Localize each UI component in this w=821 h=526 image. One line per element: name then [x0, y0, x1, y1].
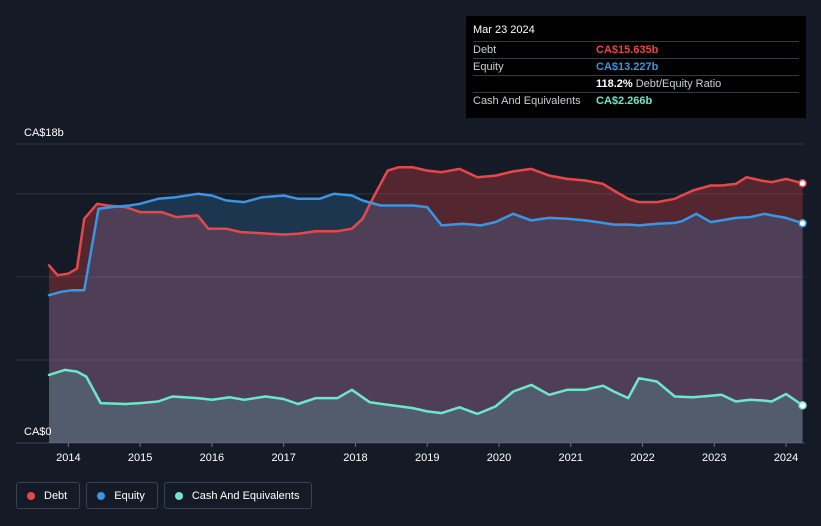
tooltip-row-ratio: 118.2% Debt/Equity Ratio	[473, 75, 799, 92]
legend-dot-icon	[174, 491, 183, 500]
series-areas	[49, 167, 803, 444]
tooltip-label: Equity	[473, 61, 504, 73]
end-marker-debt	[798, 179, 807, 188]
tooltip-value: CA$15.635b	[596, 44, 659, 56]
legend-label: Cash And Equivalents	[191, 489, 300, 502]
x-tick-label: 2022	[630, 452, 654, 464]
legend-dot-icon	[27, 491, 35, 500]
x-tick-label: 2018	[343, 452, 367, 464]
legend-item-cash[interactable]: Cash And Equivalents	[163, 482, 313, 509]
x-tick-label: 2023	[702, 452, 726, 464]
y-tick-label-max: CA$18b	[24, 127, 64, 139]
tooltip-value: CA$13.227b	[596, 61, 659, 73]
x-tick-label: 2016	[200, 452, 224, 464]
tooltip-label: Cash And Equivalents	[473, 95, 581, 107]
legend-label: Equity	[114, 489, 145, 502]
x-tick-label: 2024	[774, 452, 798, 464]
line-debt	[47, 166, 804, 277]
x-tick-label: 2014	[56, 452, 80, 464]
legend-dot-icon	[97, 491, 106, 500]
end-marker-equity	[798, 219, 807, 228]
end-marker-cash	[798, 401, 807, 410]
x-tick-label: 2017	[271, 452, 295, 464]
tooltip-label: Debt	[473, 44, 497, 56]
area-cash	[49, 369, 803, 443]
line-equity	[47, 192, 804, 297]
y-tick-label-zero: CA$0	[24, 426, 52, 438]
x-tick-label: 2019	[415, 452, 439, 464]
legend-item-debt[interactable]: Debt	[16, 482, 81, 509]
tooltip-row-cash: Cash And Equivalents CA$2.266b	[473, 92, 799, 109]
tooltip-ratio-caption: Debt/Equity Ratio	[635, 78, 722, 90]
x-tick-label: 2021	[559, 452, 583, 464]
line-cash	[47, 368, 804, 416]
tooltip-panel: Mar 23 2024 Debt CA$15.635b Equity CA$13…	[466, 16, 806, 118]
tooltip-value: 118.2%	[596, 78, 633, 90]
x-axis-ticks: 2014 2015 2016 2017 2018 2019 2020 2021 2022 2023…	[56, 443, 798, 464]
legend-label: Debt	[44, 489, 68, 502]
tooltip-row-equity: Equity CA$13.227b	[473, 58, 799, 75]
legend-item-equity[interactable]: Equity	[86, 482, 158, 509]
series-lines	[47, 166, 804, 416]
end-markers	[798, 179, 807, 410]
tooltip-value: CA$2.266b	[596, 95, 653, 107]
grid-lines	[16, 143, 805, 444]
area-equity	[49, 193, 803, 443]
x-tick-label: 2015	[128, 452, 152, 464]
area-debt	[49, 167, 803, 444]
tooltip-row-debt: Debt CA$15.635b	[473, 41, 799, 58]
chart-legend: Debt Equity Cash And Equivalents	[16, 482, 313, 509]
x-tick-label: 2020	[487, 452, 511, 464]
tooltip-date: Mar 23 2024	[473, 24, 535, 36]
